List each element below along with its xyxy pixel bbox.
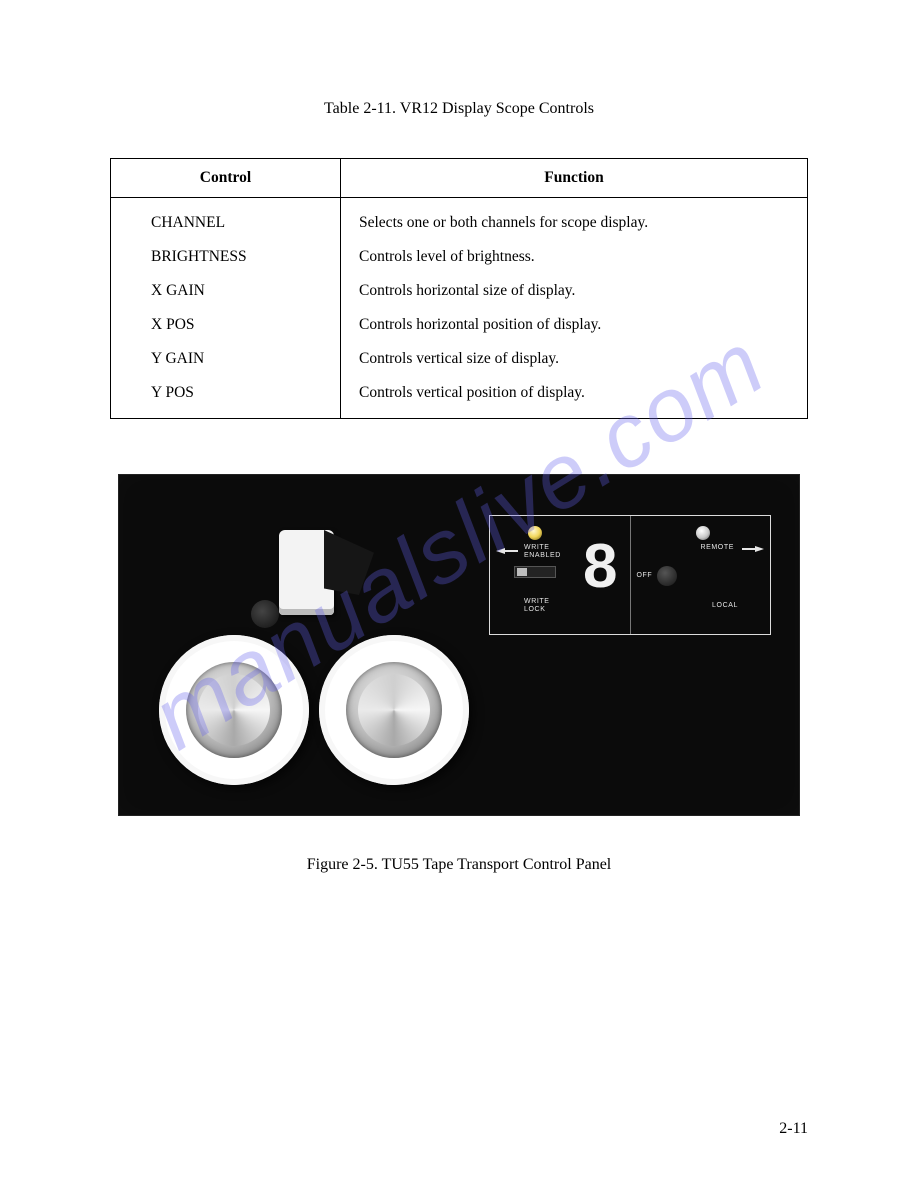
cell-control: X POS	[111, 308, 341, 342]
tape-reel-left	[159, 635, 309, 785]
table-row: Y GAIN Controls vertical size of display…	[111, 342, 808, 376]
cell-function: Selects one or both channels for scope d…	[341, 198, 808, 241]
table-caption: Table 2-11. VR12 Display Scope Controls	[110, 100, 808, 118]
cell-control: X GAIN	[111, 274, 341, 308]
label-write-enabled: WRITE ENABLED	[524, 544, 561, 559]
write-switch	[514, 566, 556, 578]
controls-table: Control Function CHANNEL Selects one or …	[110, 158, 808, 419]
cell-control: Y GAIN	[111, 342, 341, 376]
page-number: 2-11	[779, 1120, 808, 1138]
table-row: X POS Controls horizontal position of di…	[111, 308, 808, 342]
table-header-function: Function	[341, 159, 808, 198]
arrow-right-icon	[742, 546, 764, 553]
table-header-control: Control	[111, 159, 341, 198]
panel-right: REMOTE OFF LOCAL	[631, 516, 771, 634]
figure-photo: WRITE ENABLED WRITE LOCK 8 REMOTE OFF LO…	[118, 474, 800, 816]
mode-dial	[657, 566, 677, 586]
table-row: BRIGHTNESS Controls level of brightness.	[111, 240, 808, 274]
tape-head-assembly	[279, 530, 359, 630]
cell-function: Controls vertical size of display.	[341, 342, 808, 376]
label-remote: REMOTE	[700, 544, 734, 551]
unit-number: 8	[583, 536, 617, 598]
indicator-light-icon	[696, 526, 710, 540]
label-local: LOCAL	[712, 602, 738, 609]
document-page: Table 2-11. VR12 Display Scope Controls …	[0, 0, 918, 1188]
tape-head-arm	[324, 530, 374, 595]
cell-function: Controls horizontal position of display.	[341, 308, 808, 342]
reel-hub-inner	[198, 674, 270, 746]
panel-left: WRITE ENABLED WRITE LOCK 8	[490, 516, 631, 634]
cell-function: Controls vertical position of display.	[341, 376, 808, 419]
indicator-light-icon	[528, 526, 542, 540]
reel-hub-inner	[358, 674, 430, 746]
switch-knob-icon	[517, 568, 527, 576]
figure-caption: Figure 2-5. TU55 Tape Transport Control …	[110, 856, 808, 874]
cell-function: Controls horizontal size of display.	[341, 274, 808, 308]
cell-control: BRIGHTNESS	[111, 240, 341, 274]
arrow-left-icon	[496, 548, 518, 555]
label-write-lock: WRITE LOCK	[524, 598, 550, 613]
cell-control: CHANNEL	[111, 198, 341, 241]
cell-control: Y POS	[111, 376, 341, 419]
control-panel: WRITE ENABLED WRITE LOCK 8 REMOTE OFF LO…	[489, 515, 771, 635]
tape-reel-right	[319, 635, 469, 785]
table-row: CHANNEL Selects one or both channels for…	[111, 198, 808, 241]
label-off: OFF	[637, 572, 653, 579]
cell-function: Controls level of brightness.	[341, 240, 808, 274]
table-row: Y POS Controls vertical position of disp…	[111, 376, 808, 419]
tape-guide-icon	[251, 600, 279, 628]
table-row: X GAIN Controls horizontal size of displ…	[111, 274, 808, 308]
